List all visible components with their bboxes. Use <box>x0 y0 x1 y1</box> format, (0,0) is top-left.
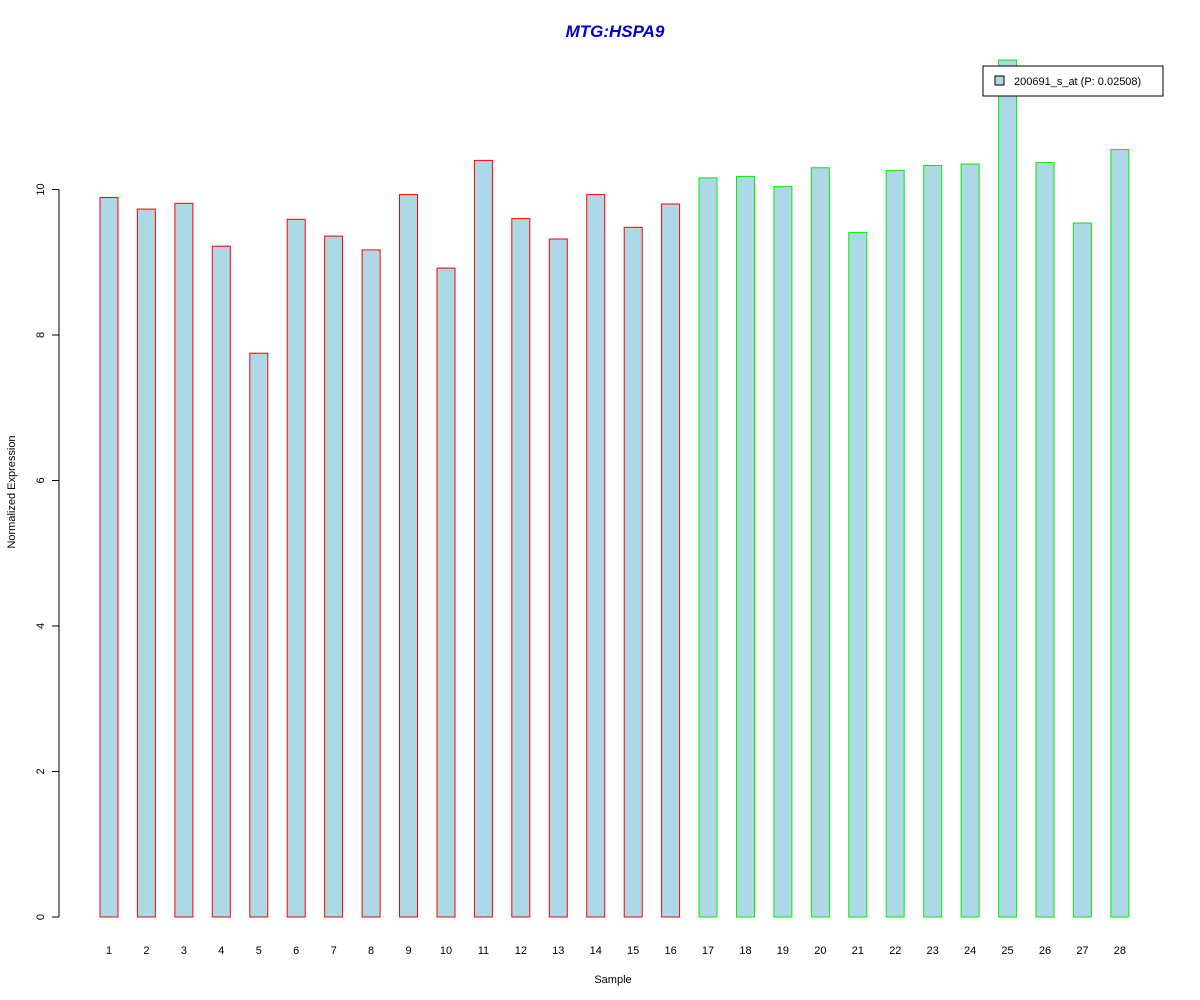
x-tick-label: 2 <box>143 945 149 957</box>
legend-swatch <box>994 75 1005 86</box>
x-tick-label: 8 <box>368 945 374 957</box>
bar-sample-1 <box>99 197 119 918</box>
bar-sample-14 <box>586 194 606 918</box>
bar-sample-28 <box>1110 149 1130 918</box>
bar-sample-22 <box>885 170 905 918</box>
x-tick-label: 13 <box>552 945 564 957</box>
bar-sample-16 <box>661 203 681 918</box>
x-axis-label: Sample <box>594 974 631 986</box>
x-tick-label: 19 <box>777 945 789 957</box>
x-tick-label: 24 <box>964 945 976 957</box>
x-tick-label: 9 <box>405 945 411 957</box>
x-tick-label: 26 <box>1039 945 1051 957</box>
x-tick-label: 10 <box>440 945 452 957</box>
y-tick-label: 4 <box>35 623 47 629</box>
x-tick-label: 12 <box>515 945 527 957</box>
x-tick-label: 28 <box>1114 945 1126 957</box>
x-tick-label: 5 <box>256 945 262 957</box>
bar-sample-26 <box>1035 162 1055 918</box>
bar-sample-10 <box>436 267 456 918</box>
bar-sample-3 <box>174 202 194 918</box>
bar-sample-21 <box>848 231 868 918</box>
legend-box <box>982 65 1164 97</box>
x-tick-label: 23 <box>927 945 939 957</box>
bar-sample-4 <box>211 245 231 918</box>
bar-sample-8 <box>361 249 381 918</box>
bar-sample-18 <box>736 175 755 918</box>
bar-sample-12 <box>511 218 531 918</box>
bar-sample-5 <box>249 352 269 918</box>
bar-sample-19 <box>773 186 793 918</box>
bar-sample-27 <box>1072 222 1092 918</box>
y-tick-label: 0 <box>35 914 47 920</box>
legend: 200691_s_at (P: 0.02508) <box>982 65 1164 97</box>
bar-sample-15 <box>623 226 643 918</box>
x-axis: 1 2 3 4 5 6 7 8 9 10 11 12 13 14 15 16 17 18 19 20 21 22 23 24 2… <box>106 945 1126 957</box>
x-tick-label: 14 <box>590 945 602 957</box>
x-tick-label: 18 <box>739 945 751 957</box>
y-tick-label: 8 <box>35 332 47 338</box>
x-tick-label: 22 <box>889 945 901 957</box>
x-tick-label: 17 <box>702 945 714 957</box>
bar-sample-9 <box>399 194 418 918</box>
x-tick-label: 27 <box>1076 945 1088 957</box>
bar-sample-2 <box>136 208 156 918</box>
y-tick-label: 6 <box>35 477 47 483</box>
x-tick-label: 7 <box>331 945 337 957</box>
x-tick-label: 16 <box>664 945 676 957</box>
bar-sample-20 <box>810 167 830 918</box>
bar-sample-6 <box>286 218 306 918</box>
chart-title: MTG:HSPA9 <box>566 22 665 41</box>
x-tick-label: 6 <box>293 945 299 957</box>
x-tick-label: 21 <box>852 945 864 957</box>
bar-sample-7 <box>324 235 344 918</box>
bars <box>99 59 1130 918</box>
y-axis-label: Normalized Expression <box>6 435 18 548</box>
x-tick-label: 15 <box>627 945 639 957</box>
bar-sample-24 <box>960 163 980 918</box>
legend-label: 200691_s_at (P: 0.02508) <box>1014 76 1141 88</box>
bar-sample-23 <box>923 165 943 918</box>
x-tick-label: 25 <box>1001 945 1013 957</box>
x-tick-label: 3 <box>181 945 187 957</box>
x-tick-label: 20 <box>814 945 826 957</box>
bar-sample-13 <box>548 238 568 918</box>
x-tick-label: 1 <box>106 945 112 957</box>
y-tick-label: 10 <box>35 183 47 195</box>
x-tick-label: 4 <box>218 945 224 957</box>
y-tick-label: 2 <box>35 768 47 774</box>
bar-sample-25 <box>998 59 1018 918</box>
y-axis: 0 2 4 6 8 10 <box>35 183 60 920</box>
bar-sample-11 <box>473 159 493 918</box>
bar-sample-17 <box>698 177 718 918</box>
x-tick-label: 11 <box>478 945 489 957</box>
